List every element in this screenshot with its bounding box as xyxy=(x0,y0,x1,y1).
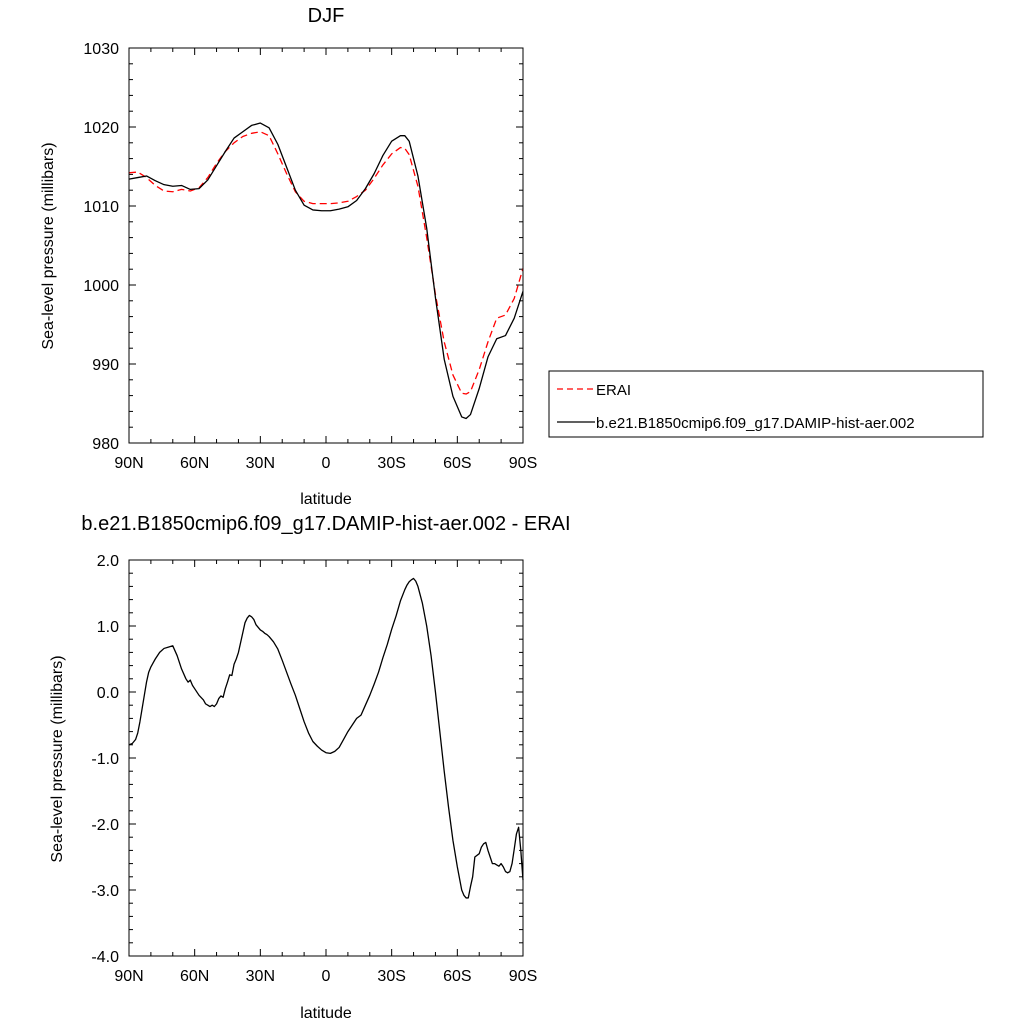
x-tick-label: 90N xyxy=(114,455,143,472)
series-group-top xyxy=(128,122,524,420)
y-tick-label: 1030 xyxy=(83,41,119,58)
plot-frame-bottom xyxy=(128,559,524,957)
legend-box xyxy=(548,370,984,438)
y-tick-label: 1010 xyxy=(83,199,119,216)
y-axis-label-bottom: Sea-level pressure (millibars) xyxy=(49,655,66,862)
x-tick-label: 90S xyxy=(509,455,537,472)
y-tick-label: 0.0 xyxy=(97,685,119,702)
series-line-bottom-difference xyxy=(128,577,524,899)
x-axis-label-bottom: latitude xyxy=(300,1005,352,1022)
y-tick-label: -4.0 xyxy=(91,949,119,966)
y-tick-label: 980 xyxy=(92,436,119,453)
plot-frame-top xyxy=(128,47,524,444)
y-tick-label: 1000 xyxy=(83,278,119,295)
x-tick-label: 60N xyxy=(180,455,209,472)
series-group-bottom xyxy=(128,577,524,899)
y-tick-label: -2.0 xyxy=(91,817,119,834)
x-tick-label: 60N xyxy=(180,968,209,985)
x-tick-label: 30S xyxy=(377,968,405,985)
y-tick-label: -3.0 xyxy=(91,883,119,900)
x-tick-label: 30S xyxy=(377,455,405,472)
y-tick-label: -1.0 xyxy=(91,751,119,768)
y-tick-label: 2.0 xyxy=(97,553,119,570)
chart-title-top: DJF xyxy=(308,5,345,27)
legend: ERAI b.e21.B1850cmip6.f09_g17.DAMIP-hist… xyxy=(548,370,984,438)
x-tick-label: 90S xyxy=(509,968,537,985)
x-tick-labels-bottom: 90N 60N 30N 0 30S 60S 90S xyxy=(114,968,537,985)
y-tick-label: 1.0 xyxy=(97,619,119,636)
y-tick-label: 990 xyxy=(92,357,119,374)
y-tick-labels-bottom: -4.0 -3.0 -2.0 -1.0 0.0 1.0 2.0 xyxy=(91,553,119,966)
x-axis-label-top: latitude xyxy=(300,491,352,508)
x-tick-label: 60S xyxy=(443,968,471,985)
series-line-top-model xyxy=(128,122,524,420)
series-line-top-erai xyxy=(128,131,524,395)
y-tick-labels-top: 980 990 1000 1010 1020 1030 xyxy=(83,41,119,453)
x-tick-label: 30N xyxy=(246,968,275,985)
x-tick-label: 90N xyxy=(114,968,143,985)
chart-panel-bottom: b.e21.B1850cmip6.f09_g17.DAMIP-hist-aer.… xyxy=(49,513,571,1022)
tick-marks-bottom xyxy=(128,559,524,957)
x-tick-labels-top: 90N 60N 30N 0 30S 60S 90S xyxy=(114,455,537,472)
chart-title-bottom: b.e21.B1850cmip6.f09_g17.DAMIP-hist-aer.… xyxy=(81,513,570,535)
legend-label-model: b.e21.B1850cmip6.f09_g17.DAMIP-hist-aer.… xyxy=(596,415,915,432)
x-tick-label: 30N xyxy=(246,455,275,472)
x-tick-label: 0 xyxy=(322,968,331,985)
x-tick-label: 60S xyxy=(443,455,471,472)
chart-panel-top: DJF 90N 60N 30N 0 30S 60S 90S 980 990 1000 1010 10… xyxy=(40,5,984,508)
legend-label-erai: ERAI xyxy=(596,382,631,399)
y-axis-label-top: Sea-level pressure (millibars) xyxy=(40,142,57,349)
y-tick-label: 1020 xyxy=(83,120,119,137)
x-tick-label: 0 xyxy=(322,455,331,472)
tick-marks-top xyxy=(128,47,524,444)
